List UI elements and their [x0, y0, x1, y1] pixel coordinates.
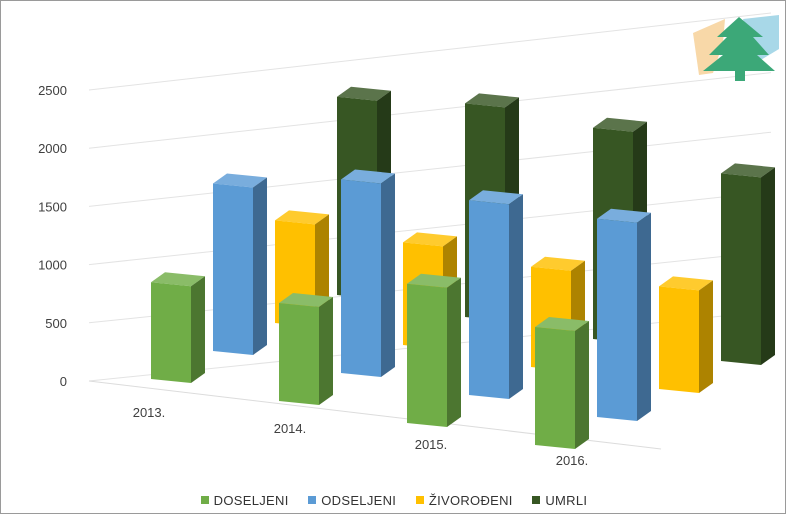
bar-top [337, 86, 391, 101]
bar-front [407, 283, 447, 427]
legend-swatch [200, 496, 209, 505]
gridline [88, 131, 772, 207]
legend-item-umrli: UMRLI [532, 492, 587, 508]
bar-top [403, 232, 457, 247]
y-tick-label: 2000 [38, 141, 67, 156]
bar-živorođeni-3 [659, 276, 713, 393]
legend-label: ŽIVOROĐENI [428, 492, 513, 508]
bar-top [213, 173, 267, 188]
legend-swatch [532, 496, 541, 505]
y-tick-label: 1000 [38, 258, 67, 273]
gridline [88, 191, 772, 266]
y-tick-label: 500 [45, 316, 67, 331]
bar-doseljeni-1 [279, 293, 333, 405]
legend-label: ODSELJENI [321, 492, 397, 508]
bar-top [407, 273, 461, 288]
bar-front [341, 179, 381, 377]
legend: DOSELJENI ODSELJENI ŽIVOROĐENI UMRLI [1, 491, 786, 508]
bar-odseljeni-3 [597, 208, 651, 421]
bar-front [469, 200, 509, 399]
bar-odseljeni-2 [469, 190, 523, 399]
bar-top [721, 163, 775, 178]
bar-front [721, 173, 761, 365]
bar-odseljeni-1 [341, 169, 395, 377]
bar-side [319, 297, 333, 405]
y-tick-label: 2500 [38, 83, 67, 98]
bar-side [509, 194, 523, 399]
bar-side [575, 321, 589, 449]
bar-side [761, 167, 775, 365]
bar-front [213, 183, 253, 355]
bar-front [151, 282, 191, 383]
legend-label: UMRLI [545, 492, 588, 508]
bar-top [465, 93, 519, 108]
bar-top [275, 210, 329, 225]
chart-plot: 0 500 1000 1500 2000 2500 2013. 2014. 2015. 2016… [38, 12, 779, 468]
bar-top [597, 208, 651, 223]
legend-label: DOSELJENI [213, 492, 289, 508]
x-tick-label: 2016. [556, 453, 589, 468]
bar-side [253, 177, 267, 355]
bar-doseljeni-0 [151, 272, 205, 383]
legend-item-zivorodeni: ŽIVOROĐENI [415, 492, 513, 508]
bars [151, 86, 775, 449]
bar-side [381, 173, 395, 377]
legend-item-doseljeni: DOSELJENI [200, 492, 289, 508]
x-tick-label: 2013. [133, 405, 166, 420]
gridline [88, 12, 772, 91]
bar-top [341, 169, 395, 184]
bar-odseljeni-0 [213, 173, 267, 355]
bar-side [699, 280, 713, 393]
legend-swatch [308, 496, 317, 505]
bar-side [191, 276, 205, 383]
x-tick-label: 2015. [415, 437, 448, 452]
x-axis-tick-labels: 2013. 2014. 2015. 2016. [133, 405, 589, 468]
bar-side [637, 212, 651, 421]
y-axis-tick-labels: 0 500 1000 1500 2000 2500 [38, 83, 67, 389]
bar-doseljeni-2 [407, 273, 461, 427]
legend-swatch [415, 496, 424, 505]
bar-top [531, 256, 585, 271]
gridline [88, 72, 772, 149]
bar-front [659, 286, 699, 393]
y-tick-label: 1500 [38, 199, 67, 214]
bar-top [535, 317, 589, 331]
bar-umrli-3 [721, 163, 775, 365]
bar-top [469, 190, 523, 205]
bar-doseljeni-3 [535, 317, 589, 449]
bar-top [279, 293, 333, 308]
bar-top [659, 276, 713, 291]
bar-front [597, 218, 637, 421]
x-tick-label: 2014. [274, 421, 307, 436]
tree-logo-icon [693, 15, 779, 81]
bar-side [447, 277, 461, 427]
bar-top [151, 272, 205, 287]
bar-front [279, 303, 319, 405]
y-tick-label: 0 [60, 374, 67, 389]
legend-item-odseljeni: ODSELJENI [308, 492, 396, 508]
bar-top [593, 117, 647, 132]
bar-front [535, 327, 575, 449]
